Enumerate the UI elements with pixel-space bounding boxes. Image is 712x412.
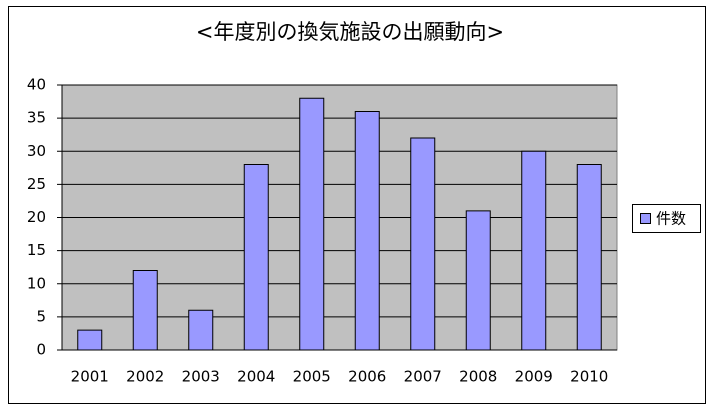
x-tick-label: 2006 [348,368,386,386]
x-tick-label: 2009 [515,368,553,386]
bar [243,164,269,351]
bar [576,164,602,351]
y-tick-label: 30 [27,142,46,160]
bar [521,150,547,351]
x-tick-label: 2001 [71,368,109,386]
y-tick-label: 0 [36,341,46,359]
chart-title: <年度別の換気施設の出願動向> [196,20,504,44]
y-tick-label: 25 [27,175,46,193]
bar [188,309,214,351]
bar [410,137,436,351]
x-tick-label: 2008 [459,368,497,386]
legend-label: 件数 [656,210,686,228]
y-tick-label: 40 [27,76,46,94]
x-tick-label: 2007 [404,368,442,386]
bar [354,111,380,351]
bar [77,329,103,351]
x-tick-label: 2002 [126,368,164,386]
y-tick-label: 10 [27,274,46,292]
y-tick-label: 35 [27,109,46,127]
x-tick-label: 2004 [237,368,275,386]
y-tick-label: 15 [27,241,46,259]
legend: 件数 [632,204,701,233]
y-tick-label: 20 [27,208,46,226]
x-tick-label: 2005 [293,368,331,386]
x-tick-label: 2003 [182,368,220,386]
legend-swatch [640,213,651,224]
bar [299,97,325,351]
bar [465,210,491,351]
bar [132,270,158,351]
y-tick-label: 5 [36,307,46,325]
x-tick-label: 2010 [570,368,608,386]
